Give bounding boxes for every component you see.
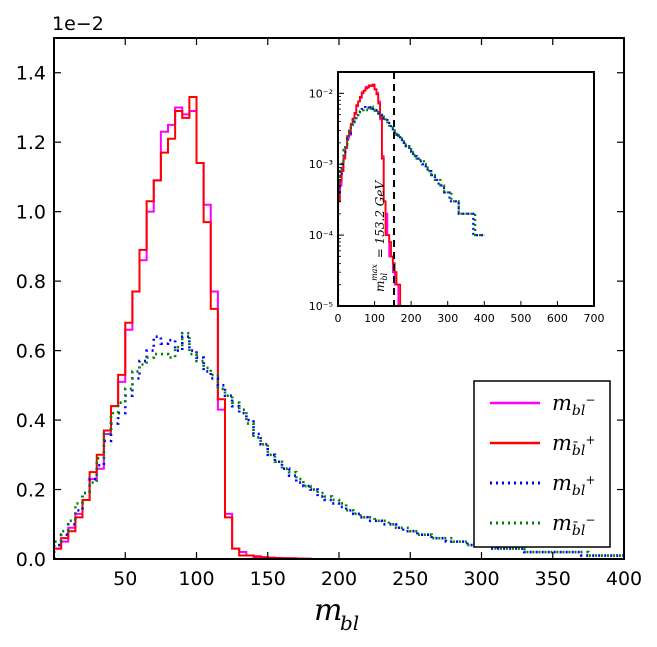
y-scale-label: 1e−2: [52, 13, 104, 35]
inset-y-tick-label-1: 10⁻⁴: [309, 229, 334, 242]
x-tick-label-250: 250: [392, 568, 428, 590]
main-y-ticks: 0.0 0.2 0.4 0.6 0.8 1.0 1.2 1.4: [16, 63, 624, 571]
inset-x-tick-label-300: 300: [437, 312, 458, 325]
inset-y-tick-label-2: 10⁻³: [309, 158, 333, 171]
x-tick-label-200: 200: [321, 568, 357, 590]
x-tick-label-300: 300: [463, 568, 499, 590]
series-line-2: [54, 96, 624, 559]
inset-series-group: [338, 83, 485, 306]
legend-box: [473, 380, 611, 548]
inset-plot: 0 100 200 300 400 500 600 700 10⁻⁵10⁻⁴10⁻³10⁻² …: [309, 71, 605, 325]
legend-lines: [490, 401, 540, 525]
inset-series-line-4: [338, 105, 485, 306]
inset-annotation-text: mblmax = 153.2 GeV: [370, 180, 389, 292]
y-tick-label-0: 0.0: [16, 549, 46, 571]
x-axis-label-main: m: [314, 593, 342, 628]
inset-x-tick-label-100: 100: [364, 312, 385, 325]
y-tick-label-5: 1.0: [16, 202, 46, 224]
inset-x-tick-label-400: 400: [474, 312, 495, 325]
x-axis-label: m bl: [314, 593, 359, 635]
y-tick-label-1: 0.2: [16, 480, 46, 502]
inset-x-tick-label-200: 200: [401, 312, 422, 325]
inset-x-ticks: 0 100 200 300 400 500 600 700: [335, 301, 605, 325]
legend-label-1: mbl−: [552, 391, 595, 419]
inset-x-tick-label-600: 600: [547, 312, 568, 325]
legend: mbl− mb̄l+ mbl+ mb̄l−: [473, 380, 611, 548]
inset-x-tick-label-0: 0: [335, 312, 342, 325]
x-axis-label-subscript: bl: [340, 611, 359, 635]
inset-series-line-2: [338, 83, 405, 306]
svg-text:mbl−: mbl−: [552, 391, 595, 419]
x-tick-label-400: 400: [606, 568, 642, 590]
inset-y-tick-label-3: 10⁻²: [309, 87, 333, 100]
main-x-ticks: 50 100 150 200 250 300 350 400: [113, 38, 642, 590]
inset-y-ticks: 10⁻⁵ 10⁻⁴ 10⁻³ 10⁻²: [309, 71, 344, 313]
main-plot: 50 100 150 200 250 300 350 400 0.0 0.2 0.4 0.6 0.8 1…: [16, 13, 642, 635]
x-tick-label-100: 100: [178, 568, 214, 590]
y-tick-label-4: 0.8: [16, 271, 46, 293]
inset-x-tick-label-500: 500: [510, 312, 531, 325]
inset-x-tick-label-700: 700: [584, 312, 605, 325]
y-tick-label-2: 0.4: [16, 410, 46, 432]
y-tick-label-3: 0.6: [16, 341, 46, 363]
inset-frame: [337, 71, 595, 307]
x-tick-label-150: 150: [250, 568, 286, 590]
y-tick-label-6: 1.2: [16, 132, 46, 154]
inset-annotation: mblmax = 153.2 GeV: [370, 180, 389, 292]
x-tick-label-350: 350: [535, 568, 571, 590]
inset-y-tick-label-0: 10⁻⁵: [309, 300, 333, 313]
x-tick-label-50: 50: [113, 568, 137, 590]
y-tick-label-7: 1.4: [16, 63, 46, 85]
